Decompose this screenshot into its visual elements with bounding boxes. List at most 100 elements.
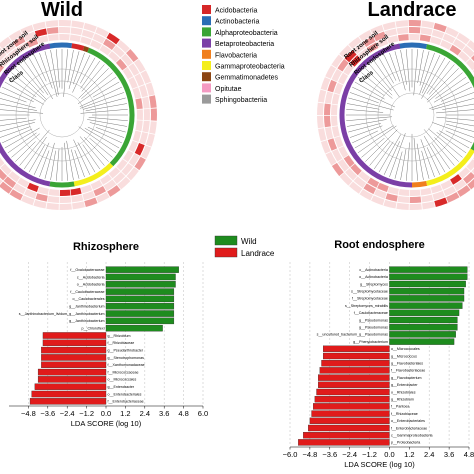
tree-branch (15, 141, 36, 162)
tree-branch (427, 72, 463, 103)
group-legend-swatch (214, 235, 238, 246)
bar-wild (105, 324, 163, 332)
heat-cell (108, 51, 120, 63)
x-tick-label: −6.0 (283, 450, 298, 459)
heat-cell (0, 163, 12, 176)
bar-label: f__Rhizobiaceae (391, 412, 418, 416)
heat-cell (358, 29, 373, 42)
tree-branch (421, 57, 446, 99)
tree-branch (23, 136, 47, 170)
bar-label: s__uncultured_bacterium_g__Pseudomonas (317, 333, 389, 337)
heat-cell (367, 177, 380, 188)
tree-branch (74, 150, 85, 178)
heat-cell (46, 202, 59, 210)
class-legend-swatch (202, 61, 211, 70)
bar-label: o__Enterobacteriales (108, 392, 142, 396)
heat-cell (430, 184, 443, 194)
bar-label: o__Micrococcales (391, 347, 420, 351)
heat-cell (327, 79, 337, 93)
tree-branch (389, 133, 406, 178)
bar-label: c__Actinobacteria (359, 268, 388, 272)
heat-cell (139, 132, 149, 145)
heat-cell (0, 181, 13, 194)
x-tick-label: 2.4 (424, 450, 434, 459)
heat-cell (337, 59, 349, 72)
heat-cell (334, 82, 344, 95)
bar-wild (389, 324, 458, 331)
heat-cell (320, 77, 331, 91)
bar-landrace (34, 383, 107, 390)
landrace-panel-title: Landrace (368, 0, 457, 21)
heat-cell (371, 195, 385, 206)
tree-level (39, 92, 85, 138)
class-legend: Acidobacteria Actinobacteria Alphaproteoba… (202, 5, 285, 104)
heat-cell (337, 159, 350, 172)
heat-cell (0, 50, 7, 62)
heat-cell (32, 21, 46, 31)
tree-branch (0, 92, 27, 103)
x-tick-label: −1.2 (79, 409, 94, 418)
heat-cell (12, 36, 26, 48)
tree-branch (81, 72, 113, 99)
heat-cell (445, 26, 459, 38)
tree-branch (11, 133, 40, 158)
heat-cell (324, 127, 334, 140)
bar-landrace (318, 381, 390, 388)
tree-branch (439, 130, 470, 149)
class-ring-segment (426, 44, 474, 151)
tree-branch (445, 120, 474, 127)
bar-label: o__Micrococcales (108, 378, 137, 382)
bar-landrace (303, 432, 390, 439)
bar-landrace (316, 388, 390, 396)
tree-branch (0, 122, 35, 132)
tree-branch (19, 129, 50, 166)
heat-cell (16, 42, 29, 53)
heat-cell (374, 188, 387, 199)
class-ring-segment (425, 148, 474, 186)
heat-cell (357, 48, 370, 60)
heat-cell (373, 31, 387, 42)
heat-cell (331, 104, 338, 116)
tree-branch (445, 130, 472, 144)
tree-branch (56, 148, 60, 181)
class-legend-label: Actinobacteria (215, 19, 259, 26)
heat-cell (446, 192, 460, 203)
heat-cell (132, 130, 142, 143)
heat-cell (458, 51, 470, 63)
lda-chart-root-endosphere: Root endosphere c__Actinobacteria o__Actin… (283, 239, 474, 469)
tree-branch (373, 60, 400, 98)
tree-branch (434, 137, 459, 162)
heat-cell (128, 76, 138, 89)
bar-label: f__Caulobacteraceae (354, 311, 388, 315)
bar-label: c__Acidobacteria (77, 275, 105, 279)
class-legend-swatch (202, 38, 211, 48)
tree-branch (435, 76, 467, 99)
heat-cell (348, 36, 362, 49)
tree-branch (365, 68, 393, 96)
heat-cell (7, 48, 20, 60)
bar-label: f__Rhizobiaceae (107, 341, 134, 345)
bar-landrace (41, 361, 107, 368)
x-tick-label: 2.4 (140, 409, 150, 418)
heat-cell (0, 55, 12, 67)
heat-cell (48, 188, 60, 196)
tree-branch (417, 49, 424, 84)
heat-cell (382, 21, 396, 31)
heat-cell (432, 191, 445, 201)
bar-label: g__Enterobacter (391, 383, 418, 387)
bar-wild (389, 316, 458, 324)
heat-cell (135, 120, 143, 132)
tree-branch (348, 123, 381, 133)
tree-level (389, 92, 435, 138)
heat-cell (128, 140, 139, 153)
heat-cell (113, 171, 126, 184)
heat-cell (100, 174, 112, 185)
heat-cell (353, 42, 366, 55)
heat-cell (142, 96, 150, 109)
heat-cell (320, 140, 331, 154)
bar-landrace (37, 376, 107, 383)
tree-branch (78, 126, 117, 154)
heat-cell (462, 45, 474, 58)
heat-cell (0, 36, 12, 49)
x-tick-label: 0.0 (384, 450, 394, 459)
